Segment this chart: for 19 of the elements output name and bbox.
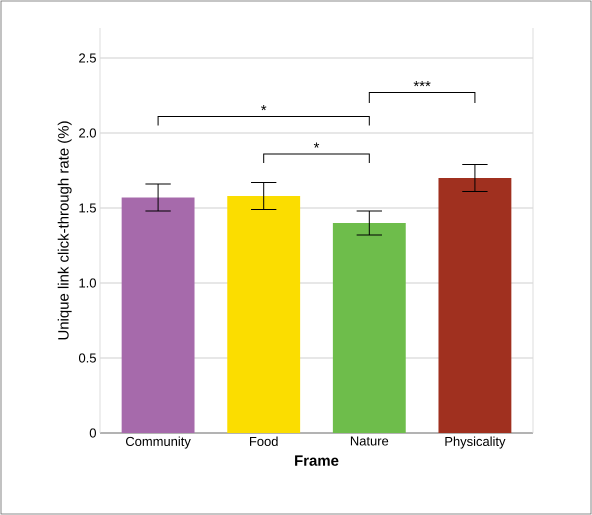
bar bbox=[227, 196, 300, 433]
bar bbox=[332, 223, 406, 433]
x-tick-label: Community bbox=[126, 436, 191, 449]
bar bbox=[122, 198, 195, 433]
x-tick-label: Nature bbox=[350, 436, 388, 446]
y-tick-label: 0 bbox=[90, 428, 96, 438]
annotation: * bbox=[314, 142, 320, 148]
y-tick-label: 1.0 bbox=[79, 278, 96, 288]
x-tick-label: Physicality bbox=[445, 436, 506, 449]
annotation: *** bbox=[414, 81, 431, 86]
y-axis-title: Unique link click-through rate (%) bbox=[58, 121, 72, 340]
y-tick-label: 2.5 bbox=[79, 53, 96, 63]
x-axis-title: Frame bbox=[295, 455, 338, 466]
x-tick-label: Food bbox=[250, 436, 278, 446]
bar bbox=[438, 178, 512, 433]
y-tick-label: 2.0 bbox=[79, 128, 96, 138]
y-tick-label: 0.5 bbox=[78, 353, 96, 363]
annotation: * bbox=[261, 105, 266, 110]
y-tick-label: 1.5 bbox=[79, 203, 96, 213]
